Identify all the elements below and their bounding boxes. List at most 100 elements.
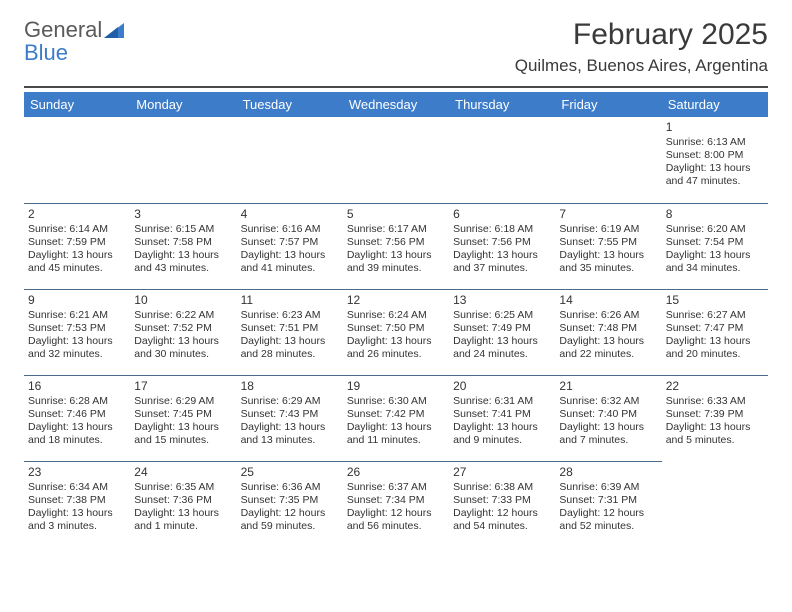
calendar-cell: 8Sunrise: 6:20 AMSunset: 7:54 PMDaylight… [662,203,768,289]
calendar-cell [449,117,555,203]
sunset-line: Sunset: 7:55 PM [559,236,657,249]
sunset-line: Sunset: 7:53 PM [28,322,126,335]
sunrise-line: Sunrise: 6:31 AM [453,395,551,408]
sunrise-line: Sunrise: 6:34 AM [28,481,126,494]
sunset-line: Sunset: 7:42 PM [347,408,445,421]
day-number: 3 [134,207,232,222]
day-number: 21 [559,379,657,394]
calendar-cell: 21Sunrise: 6:32 AMSunset: 7:40 PMDayligh… [555,375,661,461]
day-number: 8 [666,207,764,222]
daylight-line: Daylight: 13 hours and 3 minutes. [28,507,126,533]
daylight-line: Daylight: 13 hours and 41 minutes. [241,249,339,275]
sunset-line: Sunset: 7:46 PM [28,408,126,421]
sunrise-line: Sunrise: 6:39 AM [559,481,657,494]
day-number: 5 [347,207,445,222]
daylight-line: Daylight: 13 hours and 30 minutes. [134,335,232,361]
sunset-line: Sunset: 7:35 PM [241,494,339,507]
weekday-header: Wednesday [343,92,449,117]
sunrise-line: Sunrise: 6:28 AM [28,395,126,408]
calendar-table: SundayMondayTuesdayWednesdayThursdayFrid… [24,92,768,547]
calendar-cell: 27Sunrise: 6:38 AMSunset: 7:33 PMDayligh… [449,461,555,547]
day-number: 1 [666,120,764,135]
calendar-cell: 9Sunrise: 6:21 AMSunset: 7:53 PMDaylight… [24,289,130,375]
day-number: 28 [559,465,657,480]
daylight-line: Daylight: 13 hours and 11 minutes. [347,421,445,447]
calendar-cell [343,117,449,203]
calendar-cell: 12Sunrise: 6:24 AMSunset: 7:50 PMDayligh… [343,289,449,375]
daylight-line: Daylight: 13 hours and 15 minutes. [134,421,232,447]
sunset-line: Sunset: 7:59 PM [28,236,126,249]
weekday-header: Monday [130,92,236,117]
weekday-header: Friday [555,92,661,117]
calendar-header-row: SundayMondayTuesdayWednesdayThursdayFrid… [24,92,768,117]
calendar-cell: 22Sunrise: 6:33 AMSunset: 7:39 PMDayligh… [662,375,768,461]
sunset-line: Sunset: 7:47 PM [666,322,764,335]
daylight-line: Daylight: 12 hours and 52 minutes. [559,507,657,533]
sunrise-line: Sunrise: 6:24 AM [347,309,445,322]
sunset-line: Sunset: 7:48 PM [559,322,657,335]
sunset-line: Sunset: 8:00 PM [666,149,764,162]
sunset-line: Sunset: 7:36 PM [134,494,232,507]
daylight-line: Daylight: 13 hours and 32 minutes. [28,335,126,361]
day-number: 6 [453,207,551,222]
sunset-line: Sunset: 7:54 PM [666,236,764,249]
day-number: 27 [453,465,551,480]
day-number: 18 [241,379,339,394]
calendar-cell: 7Sunrise: 6:19 AMSunset: 7:55 PMDaylight… [555,203,661,289]
weekday-header: Sunday [24,92,130,117]
calendar-cell: 11Sunrise: 6:23 AMSunset: 7:51 PMDayligh… [237,289,343,375]
day-number: 16 [28,379,126,394]
calendar-cell: 25Sunrise: 6:36 AMSunset: 7:35 PMDayligh… [237,461,343,547]
daylight-line: Daylight: 13 hours and 28 minutes. [241,335,339,361]
calendar-cell: 16Sunrise: 6:28 AMSunset: 7:46 PMDayligh… [24,375,130,461]
daylight-line: Daylight: 13 hours and 35 minutes. [559,249,657,275]
sunrise-line: Sunrise: 6:25 AM [453,309,551,322]
sunset-line: Sunset: 7:41 PM [453,408,551,421]
sunset-line: Sunset: 7:52 PM [134,322,232,335]
daylight-line: Daylight: 12 hours and 56 minutes. [347,507,445,533]
day-number: 13 [453,293,551,308]
sunset-line: Sunset: 7:31 PM [559,494,657,507]
daylight-line: Daylight: 12 hours and 54 minutes. [453,507,551,533]
sunset-line: Sunset: 7:43 PM [241,408,339,421]
sunrise-line: Sunrise: 6:22 AM [134,309,232,322]
daylight-line: Daylight: 13 hours and 20 minutes. [666,335,764,361]
day-number: 9 [28,293,126,308]
daylight-line: Daylight: 13 hours and 47 minutes. [666,162,764,188]
weekday-header: Tuesday [237,92,343,117]
calendar-cell: 26Sunrise: 6:37 AMSunset: 7:34 PMDayligh… [343,461,449,547]
calendar-cell: 4Sunrise: 6:16 AMSunset: 7:57 PMDaylight… [237,203,343,289]
calendar-cell: 18Sunrise: 6:29 AMSunset: 7:43 PMDayligh… [237,375,343,461]
month-title: February 2025 [515,18,768,52]
calendar-cell: 2Sunrise: 6:14 AMSunset: 7:59 PMDaylight… [24,203,130,289]
sunset-line: Sunset: 7:49 PM [453,322,551,335]
daylight-line: Daylight: 12 hours and 59 minutes. [241,507,339,533]
sunrise-line: Sunrise: 6:19 AM [559,223,657,236]
calendar-cell: 17Sunrise: 6:29 AMSunset: 7:45 PMDayligh… [130,375,236,461]
day-number: 11 [241,293,339,308]
sunrise-line: Sunrise: 6:38 AM [453,481,551,494]
calendar-row: 16Sunrise: 6:28 AMSunset: 7:46 PM Dayligh… [24,375,768,461]
day-number: 17 [134,379,232,394]
day-number: 20 [453,379,551,394]
sunset-line: Sunset: 7:34 PM [347,494,445,507]
calendar-cell [237,117,343,203]
daylight-line: Daylight: 13 hours and 45 minutes. [28,249,126,275]
daylight-line: Daylight: 13 hours and 37 minutes. [453,249,551,275]
daylight-line: Daylight: 13 hours and 5 minutes. [666,421,764,447]
daylight-line: Daylight: 13 hours and 43 minutes. [134,249,232,275]
calendar-cell: 23Sunrise: 6:34 AMSunset: 7:38 PMDayligh… [24,461,130,547]
daylight-line: Daylight: 13 hours and 13 minutes. [241,421,339,447]
sunrise-line: Sunrise: 6:13 AM [666,136,764,149]
calendar-cell: 10Sunrise: 6:22 AMSunset: 7:52 PMDayligh… [130,289,236,375]
logo: General Blue [24,18,126,64]
sunrise-line: Sunrise: 6:30 AM [347,395,445,408]
logo-text-general: General [24,17,102,42]
sunrise-line: Sunrise: 6:23 AM [241,309,339,322]
weekday-header: Thursday [449,92,555,117]
day-number: 4 [241,207,339,222]
sunset-line: Sunset: 7:38 PM [28,494,126,507]
day-number: 12 [347,293,445,308]
divider [24,86,768,88]
sunrise-line: Sunrise: 6:35 AM [134,481,232,494]
